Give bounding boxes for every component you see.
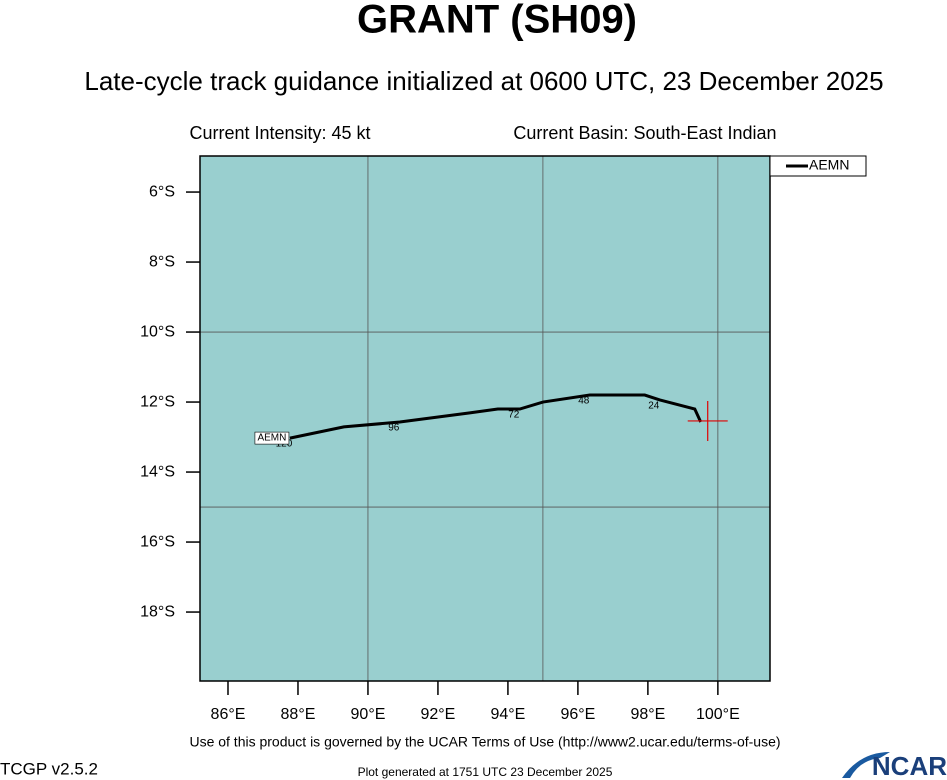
logo-swoosh xyxy=(842,752,890,778)
tau-label: 72 xyxy=(508,410,520,421)
logo: NCAR xyxy=(842,751,947,780)
y-tick-label: 16°S xyxy=(140,533,175,550)
x-tick-label: 100°E xyxy=(696,706,740,723)
x-tick-label: 86°E xyxy=(211,706,246,723)
map: 86°E 88°E 90°E 92°E 94°E 96°E 98°E 100°E 6°S 8°S 1… xyxy=(140,155,867,723)
version: TCGP v2.5.2 xyxy=(0,759,98,778)
y-tick-label: 18°S xyxy=(140,603,175,620)
tau-label: 24 xyxy=(648,401,660,412)
intensity: Current Intensity: 45 kt xyxy=(189,123,370,143)
current-position xyxy=(687,400,728,441)
x-tick-label: 98°E xyxy=(630,706,665,723)
basin: Current Basin: South-East Indian xyxy=(513,123,776,143)
y-tick-label: 8°S xyxy=(149,253,175,270)
tau-label: 96 xyxy=(388,423,400,434)
legend-label: AEMN xyxy=(809,157,849,173)
map-frame xyxy=(199,155,771,682)
track-label-box xyxy=(254,431,290,445)
x-tick-label: 90°E xyxy=(351,706,386,723)
x-tick-label: 96°E xyxy=(560,706,595,723)
track-label: AEMN xyxy=(257,433,286,444)
track xyxy=(289,393,703,440)
x-tick-label: 92°E xyxy=(420,706,455,723)
y-tick-label: 6°S xyxy=(149,183,175,200)
map-background xyxy=(200,156,770,681)
y-tick-label: 12°S xyxy=(140,393,175,410)
terms: Use of this product is governed by the U… xyxy=(189,734,780,750)
x-tick-label: 88°E xyxy=(281,706,316,723)
legend-box xyxy=(769,155,867,177)
generated: Plot generated at 1751 UTC 23 December 2… xyxy=(358,765,613,779)
title: GRANT (SH09) xyxy=(357,0,637,42)
y-tick-label: 10°S xyxy=(140,323,175,340)
subtitle: Late-cycle track guidance initialized at… xyxy=(84,66,883,96)
y-tick-label: 14°S xyxy=(140,463,175,480)
logo-text: NCAR xyxy=(872,751,947,780)
x-tick-label: 94°E xyxy=(490,706,525,723)
tau-label: 48 xyxy=(578,396,590,407)
